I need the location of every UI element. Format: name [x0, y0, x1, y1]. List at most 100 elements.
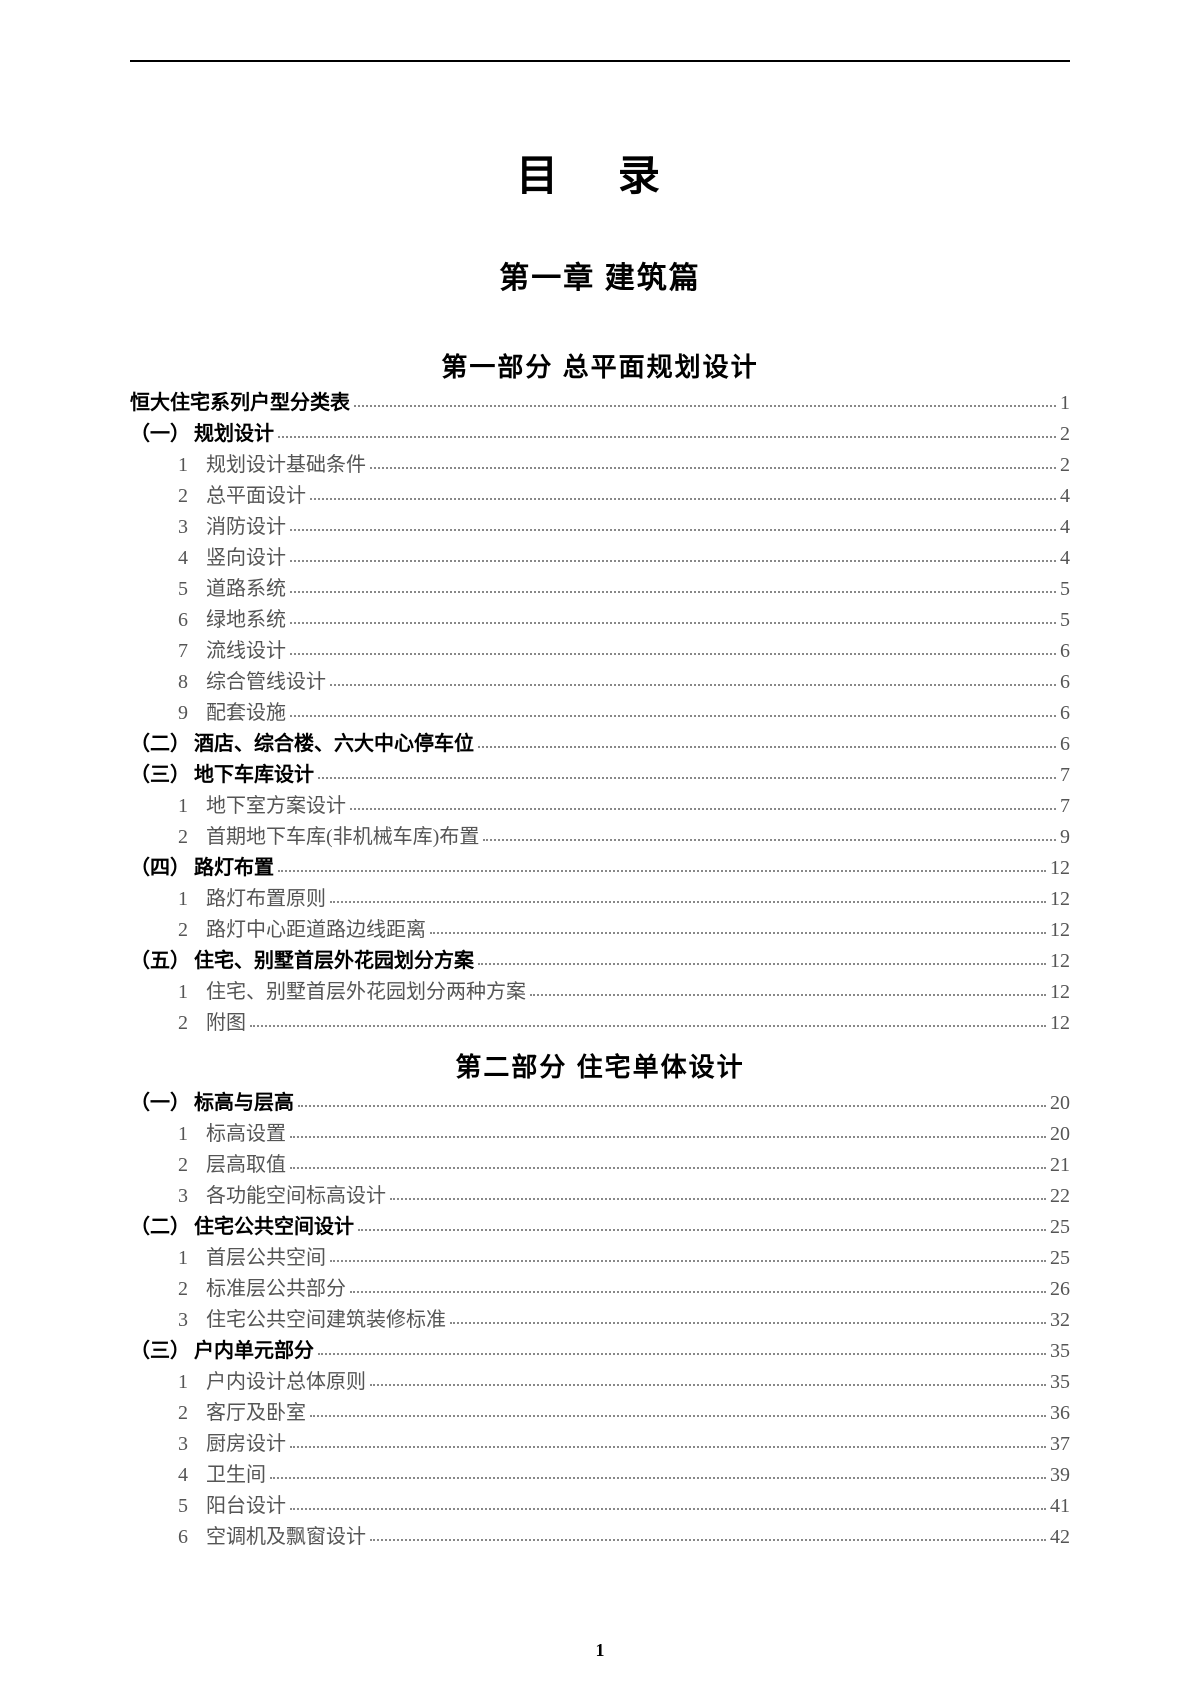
- toc-label: 1户内设计总体原则: [178, 1367, 366, 1398]
- toc-text: 路灯中心距道路边线距离: [206, 919, 426, 941]
- toc-number: 5: [178, 574, 196, 605]
- toc-line: 4卫生间39: [130, 1460, 1070, 1491]
- toc-line: （二）住宅公共空间设计25: [130, 1212, 1070, 1243]
- toc-line: 5阳台设计41: [130, 1491, 1070, 1522]
- toc-line: （二）酒店、综合楼、六大中心停车位6: [130, 729, 1070, 760]
- toc-dots: [330, 1260, 1046, 1262]
- toc-page: 9: [1060, 822, 1070, 853]
- toc-dots: [450, 1322, 1046, 1324]
- toc-label: 2路灯中心距道路边线距离: [178, 915, 426, 946]
- part-title: 第二部分 住宅单体设计: [130, 1047, 1070, 1084]
- toc-text: 客厅及卧室: [206, 1402, 306, 1424]
- toc-line: 7流线设计6: [130, 636, 1070, 667]
- toc-text: 总平面设计: [206, 485, 306, 507]
- toc-label: （一）规划设计: [130, 419, 274, 450]
- toc-line: 1住宅、别墅首层外花园划分两种方案12: [130, 977, 1070, 1008]
- toc-dots: [354, 405, 1056, 407]
- toc-dots: [290, 622, 1056, 624]
- toc-prefix: （二）: [130, 733, 190, 755]
- toc-page: 12: [1050, 853, 1070, 884]
- toc-dots: [278, 436, 1056, 438]
- toc-page: 2: [1060, 450, 1070, 481]
- toc-label: 1规划设计基础条件: [178, 450, 366, 481]
- toc-label: 1标高设置: [178, 1119, 286, 1150]
- toc-line: 9 配套设施 6: [130, 698, 1070, 729]
- toc-line: 2附图12: [130, 1008, 1070, 1039]
- toc-line: （五）住宅、别墅首层外花园划分方案12: [130, 946, 1070, 977]
- toc-line: 4竖向设计4: [130, 543, 1070, 574]
- toc-label: 9 配套设施: [178, 698, 286, 729]
- chapter-title: 第一章 建筑篇: [130, 253, 1070, 297]
- toc-dots: [310, 498, 1056, 500]
- toc-line: 3厨房设计37: [130, 1429, 1070, 1460]
- toc-page: 32: [1050, 1305, 1070, 1336]
- toc-label: 2 标准层公共部分: [178, 1274, 346, 1305]
- toc-text: 综合管线设计: [206, 671, 326, 693]
- toc-number: 2: [178, 1274, 196, 1305]
- toc-line: 3各功能空间标高设计22: [130, 1181, 1070, 1212]
- toc-dots: [478, 963, 1046, 965]
- toc-line: 1规划设计基础条件 2: [130, 450, 1070, 481]
- toc-text: 层高取值: [206, 1154, 286, 1176]
- toc-text: 住宅公共空间建筑装修标准: [206, 1309, 446, 1331]
- toc-prefix: （二）: [130, 1216, 190, 1238]
- toc-label: 3消防设计: [178, 512, 286, 543]
- toc-dots: [370, 1384, 1046, 1386]
- toc-label: （五）住宅、别墅首层外花园划分方案: [130, 946, 474, 977]
- toc-number: 2: [178, 1008, 196, 1039]
- toc-line: 6绿地系统5: [130, 605, 1070, 636]
- toc-line: 2客厅及卧室 36: [130, 1398, 1070, 1429]
- toc-page: 26: [1050, 1274, 1070, 1305]
- footer-page-number: 1: [0, 1640, 1200, 1661]
- toc-line: 3 住宅公共空间建筑装修标准 32: [130, 1305, 1070, 1336]
- toc-number: 4: [178, 543, 196, 574]
- toc-dots: [290, 591, 1056, 593]
- toc-page: 36: [1050, 1398, 1070, 1429]
- toc-number: 3: [178, 1305, 196, 1336]
- toc-page: 1: [1060, 388, 1070, 419]
- toc-label: 1首层公共空间: [178, 1243, 326, 1274]
- toc-number: 1: [178, 977, 196, 1008]
- toc-dots: [318, 777, 1056, 779]
- toc-dots: [350, 808, 1056, 810]
- toc-line: 恒大住宅系列户型分类表1: [130, 388, 1070, 419]
- toc-label: 1地下室方案设计: [178, 791, 346, 822]
- toc-label: 2客厅及卧室: [178, 1398, 306, 1429]
- toc-text: 住宅、别墅首层外花园划分方案: [194, 950, 474, 972]
- toc-number: 9: [178, 698, 196, 729]
- toc-dots: [290, 1508, 1046, 1510]
- toc-label: 6空调机及飘窗设计: [178, 1522, 366, 1553]
- toc-number: 1: [178, 1367, 196, 1398]
- toc-number: 3: [178, 1181, 196, 1212]
- toc-dots: [290, 653, 1056, 655]
- toc-text: 路灯布置: [194, 857, 274, 879]
- toc-prefix: （三）: [130, 764, 190, 786]
- toc-label: 3厨房设计: [178, 1429, 286, 1460]
- toc-prefix: （五）: [130, 950, 190, 972]
- toc-dots: [270, 1477, 1046, 1479]
- toc-text: 配套设施: [206, 702, 286, 724]
- toc-label: 3 住宅公共空间建筑装修标准: [178, 1305, 446, 1336]
- toc-dots: [370, 467, 1056, 469]
- toc-dots: [370, 1539, 1046, 1541]
- toc-dots: [290, 1446, 1046, 1448]
- toc-dots: [390, 1198, 1046, 1200]
- toc-dots: [358, 1229, 1046, 1231]
- toc-number: 7: [178, 636, 196, 667]
- toc-page: 7: [1060, 760, 1070, 791]
- toc-page: 6: [1060, 698, 1070, 729]
- toc-container: 第一部分 总平面规划设计恒大住宅系列户型分类表1（一）规划设计21规划设计基础条…: [130, 347, 1070, 1553]
- toc-line: 2 标准层公共部分 26: [130, 1274, 1070, 1305]
- toc-number: 1: [178, 884, 196, 915]
- toc-page: 21: [1050, 1150, 1070, 1181]
- toc-label: 8综合管线设计: [178, 667, 326, 698]
- toc-text: 地下室方案设计: [206, 795, 346, 817]
- toc-page: 12: [1050, 977, 1070, 1008]
- toc-page: 42: [1050, 1522, 1070, 1553]
- toc-dots: [330, 684, 1056, 686]
- toc-label: （二）酒店、综合楼、六大中心停车位: [130, 729, 474, 760]
- toc-text: 标准层公共部分: [206, 1278, 346, 1300]
- toc-dots: [530, 994, 1046, 996]
- toc-dots: [298, 1105, 1046, 1107]
- toc-label: 2首期地下车库(非机械车库)布置: [178, 822, 479, 853]
